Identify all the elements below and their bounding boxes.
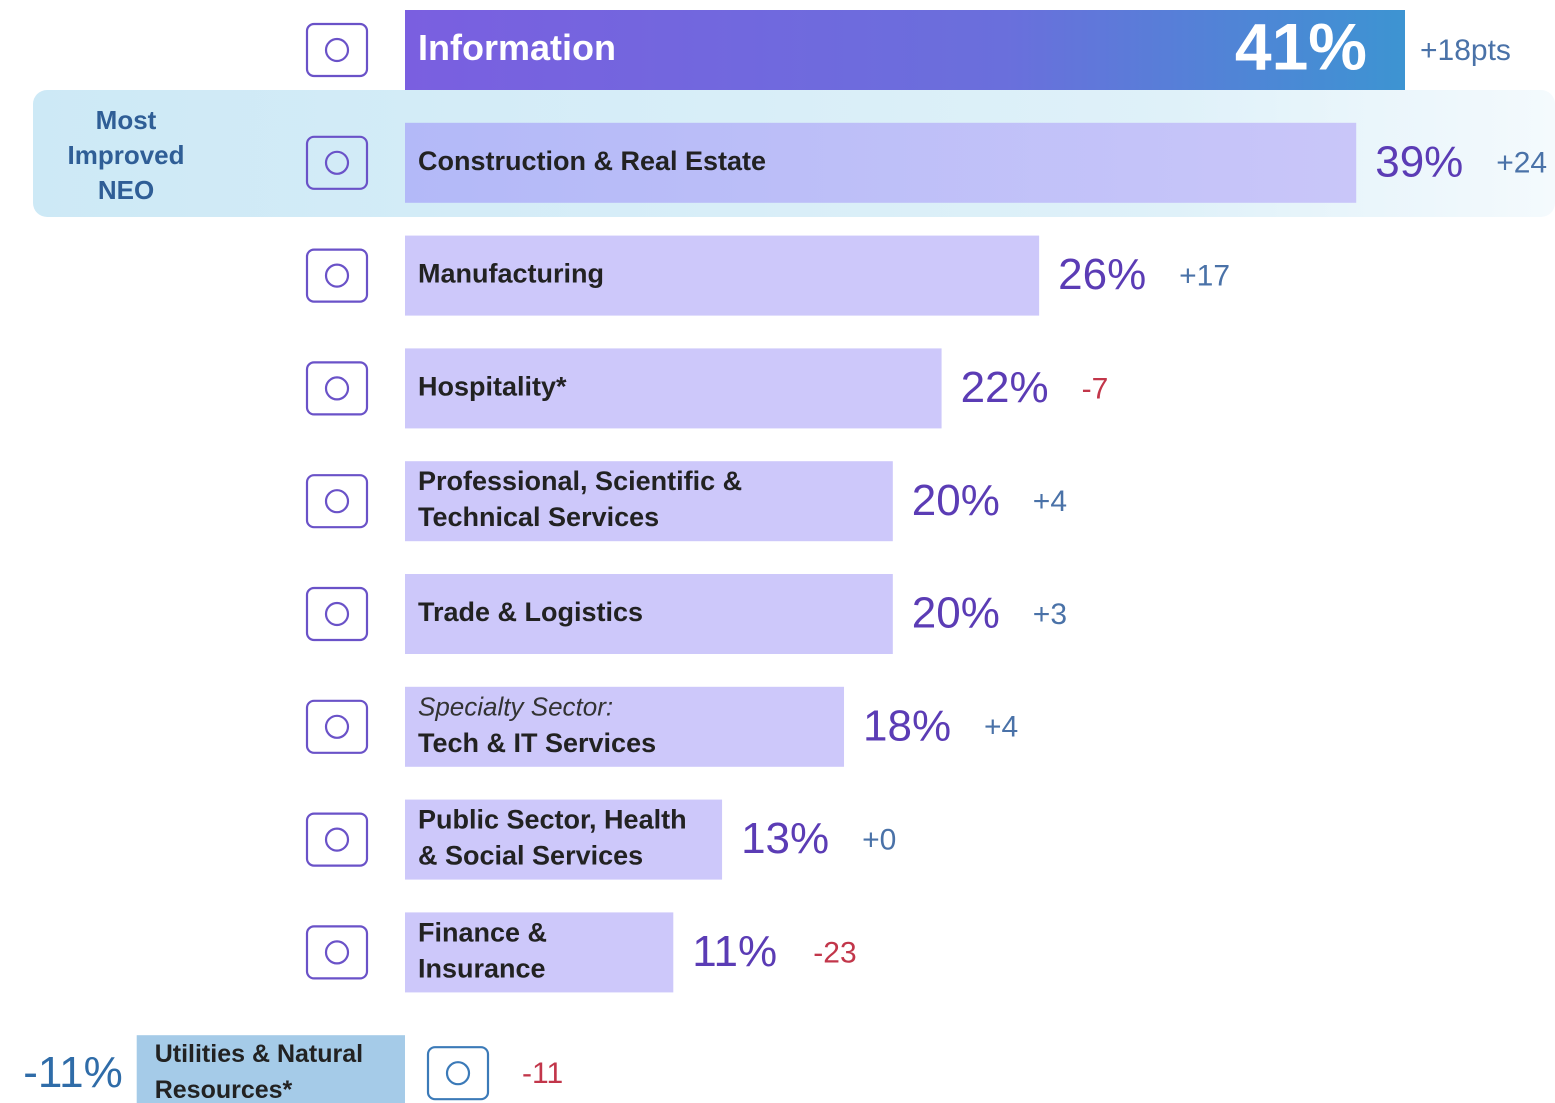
change-label: +18pts <box>1420 34 1511 67</box>
value-label: 18% <box>863 701 951 750</box>
bar <box>405 461 893 542</box>
change-label: +3 <box>1033 598 1067 631</box>
icon <box>426 1046 490 1101</box>
bar <box>405 574 893 654</box>
bar <box>405 348 942 429</box>
icon-shape <box>305 248 369 303</box>
change-label: +17 <box>1179 260 1230 293</box>
category-label: Public Sector, Health & Social Services <box>418 805 687 871</box>
icon-shape <box>426 1046 490 1101</box>
icon-shape <box>305 812 369 867</box>
icon-shape <box>324 940 350 965</box>
text-line: Most <box>96 105 157 135</box>
text-line: Improved <box>67 140 184 170</box>
icon-shape <box>324 150 350 175</box>
category-label: Utilities & Natural Resources* <box>155 1040 363 1103</box>
category-label: Trade & Logistics <box>418 597 643 627</box>
icon-shape <box>305 361 369 416</box>
value-label: 39% <box>1375 137 1463 186</box>
text-line: Utilities & Natural <box>155 1040 363 1068</box>
bar <box>405 912 674 993</box>
text-line: Professional, Scientific & <box>418 466 742 496</box>
text-line: Information <box>418 27 616 68</box>
change-label: -23 <box>813 936 856 969</box>
bar <box>405 686 845 767</box>
value-label: 26% <box>1058 250 1146 299</box>
category-label: Manufacturing <box>418 259 604 289</box>
value-label: 13% <box>741 814 829 863</box>
change-label: -11 <box>522 1057 563 1090</box>
text-line: Technical Services <box>418 502 659 532</box>
icon-shape <box>305 474 369 529</box>
icon <box>305 135 369 190</box>
icon <box>305 699 369 754</box>
bar <box>405 10 1405 90</box>
value-label: 41% <box>1235 9 1367 83</box>
icon-shape <box>324 714 350 739</box>
category-label: Hospitality* <box>418 372 567 402</box>
icon-shape <box>305 925 369 980</box>
text-line: Trade & Logistics <box>418 597 643 627</box>
icon-shape <box>324 263 350 288</box>
category-label: Information <box>418 27 616 68</box>
text-line: Manufacturing <box>418 259 604 289</box>
bar <box>405 122 1357 203</box>
value-label: 20% <box>912 589 1000 638</box>
icon-shape <box>324 827 350 852</box>
text-line: Public Sector, Health <box>418 805 687 835</box>
icon <box>305 586 369 642</box>
icon-shape <box>305 22 369 78</box>
category-label: Professional, Scientific & Technical Serv… <box>418 466 742 532</box>
change-label: +24 <box>1496 147 1547 180</box>
icon <box>305 22 369 78</box>
text-line: Construction & Real Estate <box>418 146 766 176</box>
text-line: Insurance <box>418 954 546 984</box>
icon-shape <box>324 489 350 514</box>
icon-shape <box>305 135 369 190</box>
icon <box>305 925 369 980</box>
value-label: 22% <box>961 363 1049 412</box>
icon-shape <box>305 586 369 642</box>
icon <box>305 248 369 303</box>
icon-shape <box>445 1061 471 1086</box>
text-line: Resources* <box>155 1076 293 1103</box>
text-line: Hospitality* <box>418 372 567 402</box>
value-label: 11% <box>692 927 777 976</box>
text-line: Finance & <box>418 918 547 948</box>
icon-shape <box>324 376 350 401</box>
bar <box>405 235 1040 316</box>
text-line: NEO <box>98 175 154 205</box>
icon <box>305 812 369 867</box>
icon <box>305 474 369 529</box>
category-label: Tech & IT Services <box>418 728 656 758</box>
text-line: Tech & IT Services <box>418 728 656 758</box>
bar <box>136 1035 405 1103</box>
icon-shape <box>305 699 369 754</box>
icon <box>305 361 369 416</box>
bar <box>405 799 723 880</box>
text-line: & Social Services <box>418 841 643 871</box>
icon-shape <box>324 601 350 627</box>
change-label: +4 <box>984 711 1018 744</box>
category-label: Construction & Real Estate <box>418 146 766 176</box>
category-subhead: Specialty Sector: <box>418 692 613 722</box>
change-label: +4 <box>1033 485 1067 518</box>
icon-shape <box>324 37 350 63</box>
value-label: -11% <box>23 1048 122 1097</box>
change-label: +0 <box>862 824 896 857</box>
value-label: 20% <box>912 476 1000 525</box>
change-label: -7 <box>1082 372 1109 405</box>
annotation: Most Improved NEO <box>67 105 184 205</box>
category-label: Finance & Insurance <box>418 918 547 984</box>
